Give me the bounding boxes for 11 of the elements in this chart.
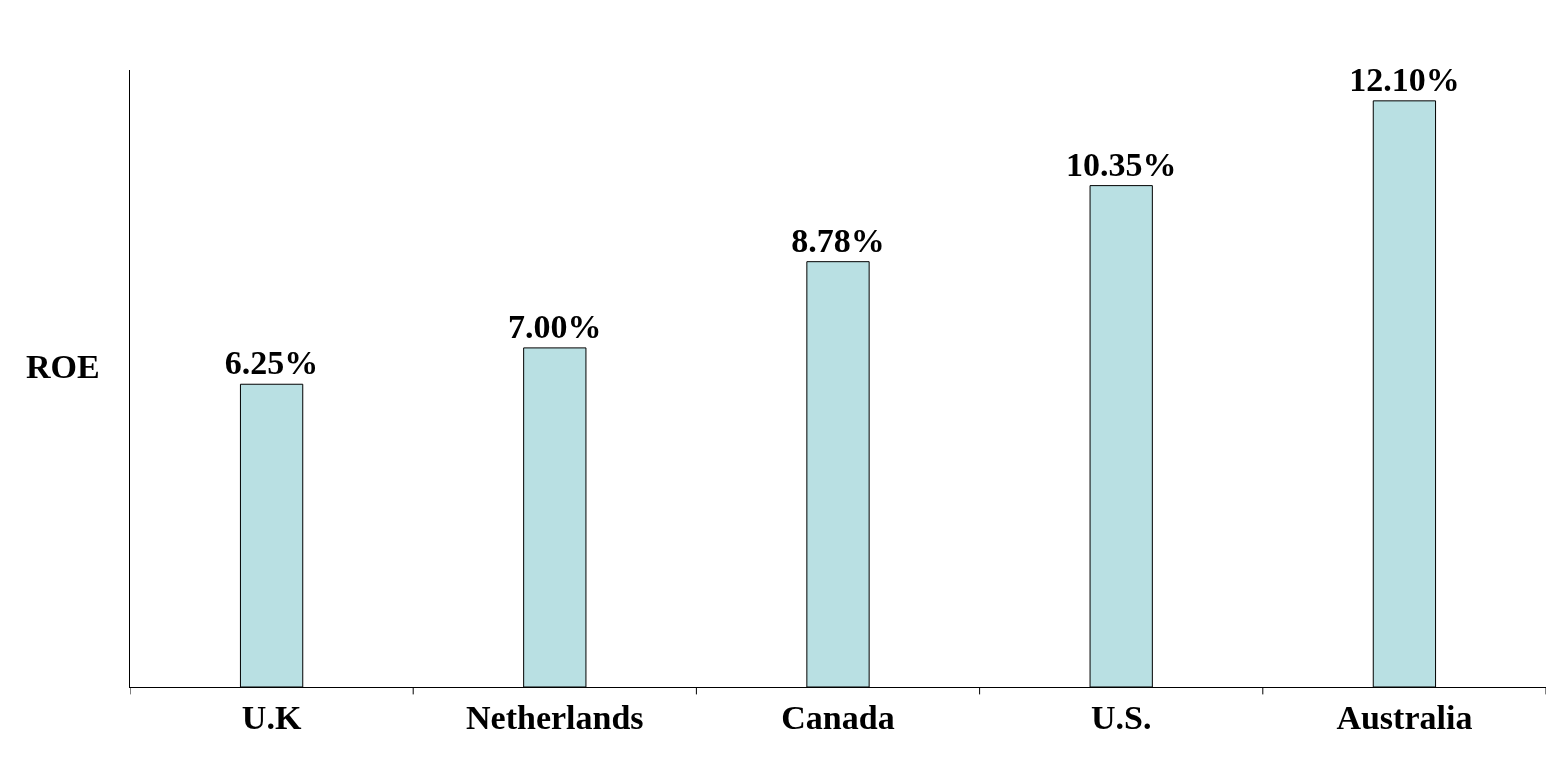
x-tick-label: Canada	[781, 698, 895, 736]
x-tick-label: Australia	[1336, 698, 1473, 736]
y-axis-title: ROE	[26, 348, 100, 385]
data-label: 6.25%	[224, 344, 319, 382]
data-label: 8.78%	[791, 221, 885, 259]
data-label: 12.10%	[1349, 60, 1460, 98]
data-label: 10.35%	[1065, 145, 1177, 183]
x-tick-label: U.S.	[1090, 698, 1152, 736]
x-tick-label: Netherlands	[466, 698, 644, 736]
data-label: 7.00%	[508, 307, 602, 345]
x-tick-label: U.K	[241, 698, 302, 736]
